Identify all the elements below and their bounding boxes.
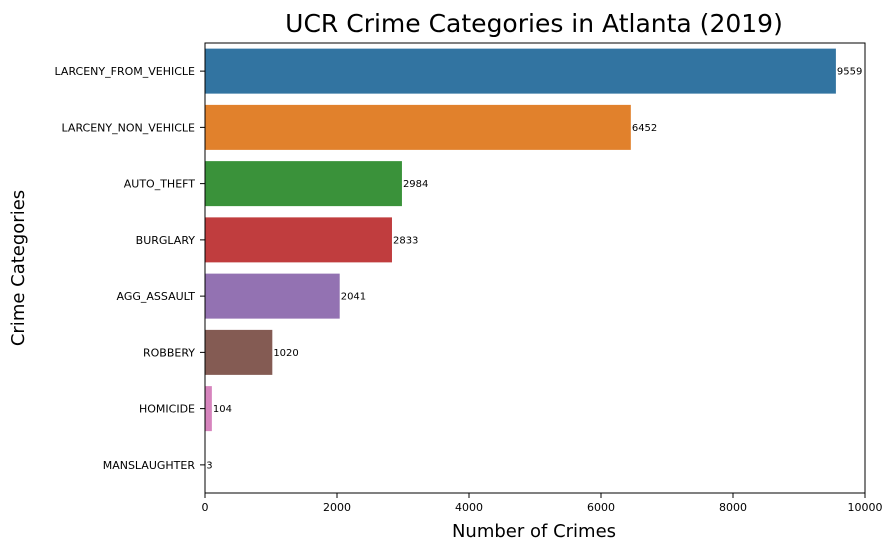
x-tick-label: 6000: [587, 501, 615, 514]
bar-agg-assault: [205, 274, 340, 319]
data-label: 6452: [632, 123, 657, 134]
bar-auto-theft: [205, 161, 402, 206]
y-tick-label: LARCENY_NON_VEHICLE: [62, 121, 195, 134]
bar-larceny-non-vehicle: [205, 105, 631, 150]
x-tick-label: 10000: [848, 501, 883, 514]
data-label: 2984: [403, 179, 428, 190]
y-tick-label: MANSLAUGHTER: [103, 459, 196, 472]
bar-homicide: [205, 386, 212, 431]
bar-robbery: [205, 330, 272, 375]
x-tick-label: 0: [202, 501, 209, 514]
y-tick-label: HOMICIDE: [139, 403, 195, 416]
data-label: 3: [206, 460, 212, 471]
x-tick-label: 2000: [323, 501, 351, 514]
data-label: 2833: [393, 235, 418, 246]
y-ticks-layer: LARCENY_FROM_VEHICLE LARCENY_NON_VEHICLE A…: [55, 65, 205, 472]
x-tick-label: 4000: [455, 501, 483, 514]
x-axis-label: Number of Crimes: [452, 521, 616, 542]
y-tick-label: LARCENY_FROM_VEHICLE: [55, 65, 195, 78]
chart-title: UCR Crime Categories in Atlanta (2019): [285, 9, 783, 38]
y-tick-label: AUTO_THEFT: [124, 178, 196, 191]
bars-layer: 9559 6452 2984 2833 2041 1020 104 3: [205, 49, 862, 488]
x-tick-label: 8000: [719, 501, 747, 514]
data-label: 104: [213, 404, 232, 415]
data-label: 2041: [341, 292, 366, 303]
data-label: 1020: [273, 348, 298, 359]
bar-larceny-from-vehicle: [205, 49, 836, 94]
x-ticks-layer: 0 2000 4000 6000 8000 10000: [202, 493, 883, 514]
y-tick-label: AGG_ASSAULT: [117, 290, 196, 303]
bar-burglary: [205, 217, 392, 262]
y-tick-label: ROBBERY: [143, 346, 195, 359]
y-axis-label: Crime Categories: [8, 190, 29, 346]
data-label: 9559: [837, 67, 862, 78]
y-tick-label: BURGLARY: [136, 234, 196, 247]
